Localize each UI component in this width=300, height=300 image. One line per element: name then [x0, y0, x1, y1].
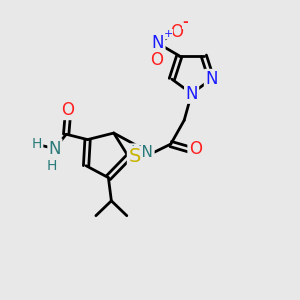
Text: -: -: [182, 15, 188, 28]
Text: H: H: [32, 137, 42, 151]
Text: S: S: [128, 147, 141, 166]
Text: N: N: [205, 70, 218, 88]
Text: O: O: [170, 22, 183, 40]
Text: H: H: [47, 159, 57, 173]
Text: +: +: [164, 29, 173, 40]
Text: N: N: [185, 85, 198, 103]
Text: O: O: [189, 140, 202, 158]
Text: O: O: [150, 51, 163, 69]
Text: N: N: [49, 140, 61, 158]
Text: HN: HN: [130, 145, 153, 160]
Text: O: O: [61, 101, 74, 119]
Text: N: N: [152, 34, 164, 52]
